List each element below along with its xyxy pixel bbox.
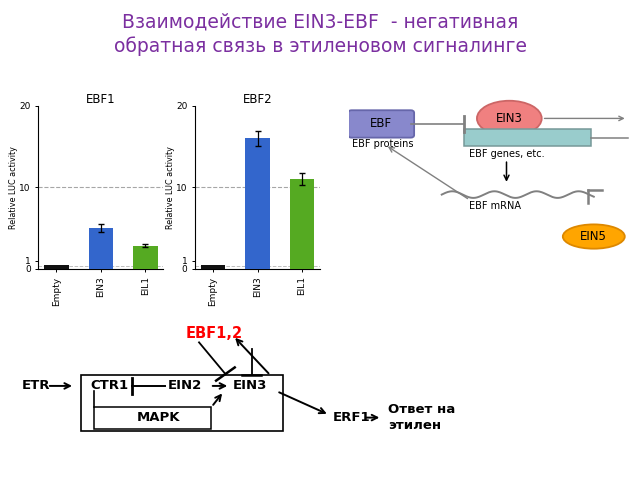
Text: ERF1: ERF1	[333, 411, 370, 424]
Bar	[201, 265, 225, 269]
Text: ETR: ETR	[22, 379, 51, 393]
Text: EBF: EBF	[370, 118, 392, 131]
Bar	[88, 228, 113, 269]
Text: CTR1: CTR1	[90, 379, 129, 393]
Text: EBF proteins: EBF proteins	[351, 139, 413, 149]
Y-axis label: Relative LUC activity: Relative LUC activity	[9, 146, 18, 228]
Bar	[44, 265, 68, 269]
Y-axis label: Relative LUC activity: Relative LUC activity	[166, 146, 175, 228]
Bar	[81, 375, 283, 431]
Bar	[245, 138, 270, 269]
Text: Взаимодействие EIN3-EBF  - негативная
обратная связь в этиленовом сигналинге: Взаимодействие EIN3-EBF - негативная обр…	[113, 12, 527, 56]
Text: EBF mRNA: EBF mRNA	[469, 201, 521, 211]
Text: EIN3: EIN3	[233, 379, 268, 393]
FancyBboxPatch shape	[348, 110, 414, 138]
Title: EBF1: EBF1	[86, 93, 116, 106]
Bar	[133, 246, 157, 269]
Bar	[464, 130, 591, 146]
Ellipse shape	[563, 224, 625, 249]
Title: EBF2: EBF2	[243, 93, 273, 106]
Text: EIN3: EIN3	[496, 112, 523, 125]
Text: EBF genes, etc.: EBF genes, etc.	[468, 149, 544, 159]
Bar	[93, 407, 211, 430]
Text: EIN2: EIN2	[168, 379, 202, 393]
Text: MAPK: MAPK	[137, 411, 180, 424]
Ellipse shape	[477, 101, 541, 136]
Bar	[290, 179, 314, 269]
Text: EIN5: EIN5	[580, 230, 607, 243]
Text: Ответ на
этилен: Ответ на этилен	[388, 403, 456, 432]
Text: EBF1,2: EBF1,2	[186, 325, 243, 341]
